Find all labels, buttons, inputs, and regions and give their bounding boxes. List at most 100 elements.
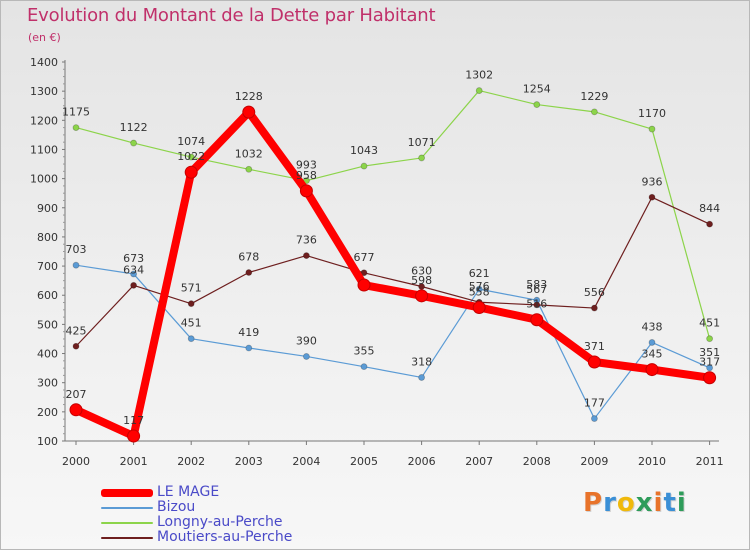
data-label: 1122 [120,121,148,134]
data-point [472,300,486,314]
legend-swatch [101,489,153,497]
y-tick-label: 1000 [30,173,58,186]
data-label: 1229 [580,90,608,103]
series-line [75,89,711,340]
y-tick-label: 700 [37,260,58,273]
data-label: 571 [181,282,202,295]
data-point [245,344,253,352]
data-point [645,363,659,377]
data-label: 317 [699,356,720,369]
y-tick-label: 500 [37,318,58,331]
data-point [648,125,656,133]
data-point [130,139,138,147]
data-point [130,281,138,289]
series-longny-au-perche: 1175 1122 1074 1032 993 1043 1071 1302 1254 1229 1… [62,69,720,343]
y-tick-label: 1400 [30,56,58,69]
data-point [591,304,598,312]
logo-letter: o [616,488,636,518]
data-point [299,184,313,198]
x-tick-label: 2003 [235,455,263,468]
data-point [591,415,598,422]
y-tick-label: 600 [37,289,58,302]
data-point [418,374,426,381]
data-label: 355 [354,345,375,358]
data-label: 993 [296,159,317,172]
data-label: 451 [181,317,202,330]
data-point [187,153,195,161]
data-label: 1175 [62,106,90,119]
data-label: 1071 [408,136,436,149]
data-label: 390 [296,334,317,347]
legend-label: Moutiers-au-Perche [157,529,293,545]
data-label: 736 [296,234,317,247]
data-point [69,403,83,417]
data-label: 207 [66,388,87,401]
series-le-mage: 207 117 1022 1228 958 598 558 516 371 345 317 [66,90,720,443]
x-tick-label: 2010 [638,455,666,468]
data-point [591,108,598,116]
data-label: 583 [526,278,547,291]
data-point [533,101,541,108]
x-tick-label: 2006 [408,455,436,468]
logo-letter: x [635,488,654,518]
y-tick-label: 400 [37,348,58,361]
data-point [415,289,429,303]
data-point [357,278,371,292]
data-label: 677 [354,251,375,264]
data-label: 1302 [465,69,493,82]
logo-letter: i [676,488,687,518]
data-point [475,87,483,94]
data-point [706,335,713,343]
data-label: 678 [238,250,259,263]
legend-swatch [101,522,153,524]
data-label: 451 [699,317,720,330]
legend-label: Bizou [157,499,196,515]
data-label: 516 [526,298,547,311]
logo-letter: r [603,488,617,518]
x-tick-label: 2009 [580,455,608,468]
x-tick-label: 2000 [62,455,90,468]
data-label: 419 [238,326,259,339]
x-tick-label: 2007 [465,455,493,468]
y-tick-label: 1100 [30,143,58,156]
data-label: 425 [66,324,87,337]
data-point [475,285,483,293]
data-point [703,371,717,385]
logo-letter: t [663,488,677,518]
data-point [706,220,713,228]
x-tick-label: 2008 [523,455,551,468]
data-point [587,355,601,369]
data-label: 936 [642,175,663,188]
data-point [245,269,253,276]
legend-label: Longny-au-Perche [157,514,283,530]
data-point [242,105,256,119]
data-point [187,300,195,308]
data-label: 598 [411,274,432,287]
data-label: 558 [469,285,490,298]
data-label: 1228 [235,90,263,103]
unit-label: (en €) [28,31,61,44]
y-tick-label: 1300 [30,85,58,98]
data-point [418,154,426,162]
data-point [72,261,80,269]
data-label: 621 [469,267,490,280]
data-point [72,342,80,350]
data-label: 345 [642,348,663,361]
data-label: 958 [296,169,317,182]
data-label: 673 [123,252,144,265]
chart-title: Evolution du Montant de la Dette par Hab… [27,5,436,26]
y-tick-label: 100 [37,435,58,448]
data-label: 1074 [177,135,205,148]
data-label: 556 [584,286,605,299]
data-label: 177 [584,397,605,410]
x-tick-label: 2002 [177,455,205,468]
data-label: 438 [642,320,663,333]
data-label: 1254 [523,83,551,96]
x-tick-label: 2011 [696,455,724,468]
data-label: 1032 [235,147,263,160]
y-tick-label: 800 [37,231,58,244]
data-point [360,363,368,371]
data-point [130,270,138,278]
legend-swatch [101,537,153,539]
